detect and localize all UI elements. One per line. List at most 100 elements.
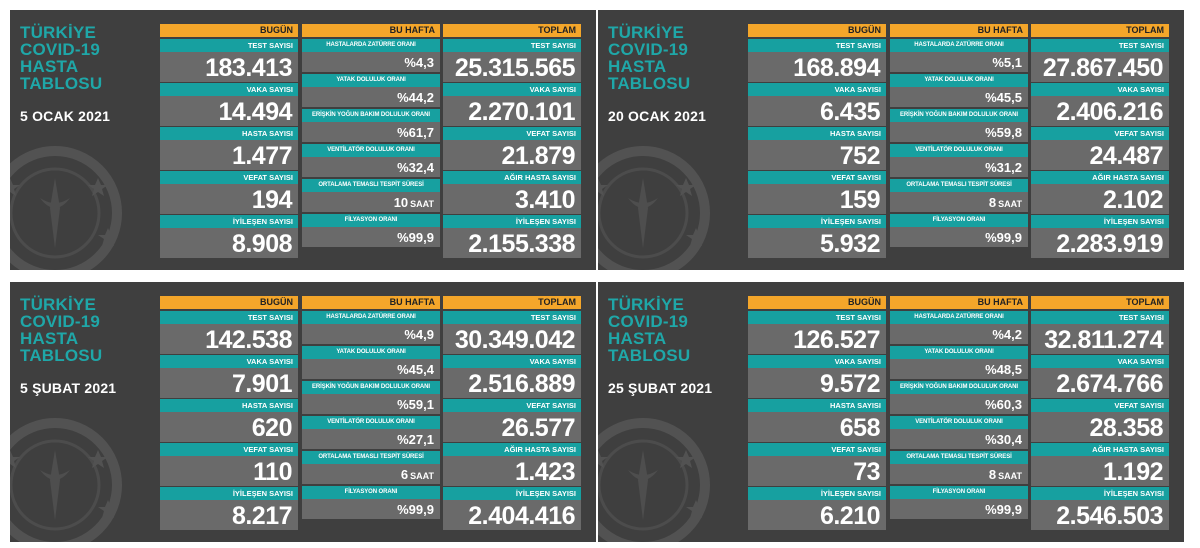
covid-table-panel: TÜRKİYE COVID-19 HASTA TABLOSU 5 OCAK 20… xyxy=(10,10,596,270)
agir-hasta-total-value: 1.192 xyxy=(1031,456,1169,486)
title-line: HASTA xyxy=(608,329,667,348)
temasli-label: ORTALAMA TEMASLI TESPİT SÜRESİ xyxy=(890,451,1028,464)
temasli-number: 8 xyxy=(988,467,997,482)
column-header-today: BUGÜN xyxy=(748,24,886,37)
zaturre-value: %4,3 xyxy=(302,52,440,72)
hasta-today-value: 658 xyxy=(748,412,886,442)
temasli-number: 8 xyxy=(988,195,997,210)
test-total-value: 30.349.042 xyxy=(443,324,581,354)
iyilesen-total-value: 2.404.416 xyxy=(443,500,581,530)
yatak-value: %45,5 xyxy=(890,87,1028,107)
column-total: TOPLAM TEST SAYISI 27.867.450 VAKA SAYIS… xyxy=(1031,24,1169,258)
title-line: TABLOSU xyxy=(20,74,103,93)
zaturre-label: HASTALARDA ZATÜRRE ORANI xyxy=(302,39,440,52)
yatak-value: %48,5 xyxy=(890,359,1028,379)
agir-hasta-total-value: 2.102 xyxy=(1031,184,1169,214)
iyilesen-label: İYİLEŞEN SAYISI xyxy=(748,487,886,500)
ventilator-value: %30,4 xyxy=(890,429,1028,449)
hasta-label: HASTA SAYISI xyxy=(160,399,298,412)
ventilator-label: VENTİLATÖR DOLULUK ORANI xyxy=(302,416,440,429)
iyilesen-label: İYİLEŞEN SAYISI xyxy=(1031,215,1169,228)
test-label: TEST SAYISI xyxy=(748,39,886,52)
column-today: BUGÜN TEST SAYISI 183.413 VAKA SAYISI 14… xyxy=(160,24,298,258)
vefat-label: VEFAT SAYISI xyxy=(1031,127,1169,140)
vaka-today-value: 6.435 xyxy=(748,96,886,126)
zaturre-value: %4,2 xyxy=(890,324,1028,344)
hasta-today-value: 752 xyxy=(748,140,886,170)
vefat-total-value: 28.358 xyxy=(1031,412,1169,442)
filyasyon-label: FİLYASYON ORANI xyxy=(890,486,1028,499)
test-total-value: 25.315.565 xyxy=(443,52,581,82)
ventilator-label: VENTİLATÖR DOLULUK ORANI xyxy=(890,144,1028,157)
column-header-week: BU HAFTA xyxy=(302,24,440,37)
vefat-today-value: 110 xyxy=(160,456,298,486)
column-total: TOPLAM TEST SAYISI 30.349.042 VAKA SAYIS… xyxy=(443,296,581,530)
column-header-week: BU HAFTA xyxy=(890,296,1028,309)
vefat-label: VEFAT SAYISI xyxy=(443,399,581,412)
column-week: BU HAFTA HASTALARDA ZATÜRRE ORANI %4,9 Y… xyxy=(302,296,440,519)
iyilesen-today-value: 5.932 xyxy=(748,228,886,258)
report-date: 5 OCAK 2021 xyxy=(20,108,111,124)
title-line: COVID-19 xyxy=(20,312,101,331)
column-total: TOPLAM TEST SAYISI 32.811.274 VAKA SAYIS… xyxy=(1031,296,1169,530)
hasta-today-value: 620 xyxy=(160,412,298,442)
ventilator-value: %32,4 xyxy=(302,157,440,177)
column-header-today: BUGÜN xyxy=(160,24,298,37)
vefat-label: VEFAT SAYISI xyxy=(748,171,886,184)
column-header-total: TOPLAM xyxy=(443,296,581,309)
title-line: TABLOSU xyxy=(20,346,103,365)
column-week: BU HAFTA HASTALARDA ZATÜRRE ORANI %4,2 Y… xyxy=(890,296,1028,519)
test-today-value: 168.894 xyxy=(748,52,886,82)
covid-table-panel: TÜRKİYE COVID-19 HASTA TABLOSU 20 OCAK 2… xyxy=(598,10,1184,270)
panel-title: TÜRKİYE COVID-19 HASTA TABLOSU xyxy=(608,296,690,364)
iyilesen-today-value: 8.908 xyxy=(160,228,298,258)
iyilesen-label: İYİLEŞEN SAYISI xyxy=(160,487,298,500)
panel-title: TÜRKİYE COVID-19 HASTA TABLOSU xyxy=(20,296,102,364)
vefat-label: VEFAT SAYISI xyxy=(748,443,886,456)
vefat-today-value: 73 xyxy=(748,456,886,486)
column-today: BUGÜN TEST SAYISI 168.894 VAKA SAYISI 6.… xyxy=(748,24,886,258)
yatak-value: %44,2 xyxy=(302,87,440,107)
yatak-label: YATAK DOLULUK ORANI xyxy=(890,74,1028,87)
vaka-total-value: 2.406.216 xyxy=(1031,96,1169,126)
column-total: TOPLAM TEST SAYISI 25.315.565 VAKA SAYIS… xyxy=(443,24,581,258)
test-label: TEST SAYISI xyxy=(443,311,581,324)
yogun-bakim-label: ERİŞKİN YOĞUN BAKIM DOLULUK ORANI xyxy=(890,381,1028,394)
agir-hasta-label: AĞIR HASTA SAYISI xyxy=(443,171,581,184)
filyasyon-value: %99,9 xyxy=(302,499,440,519)
vaka-label: VAKA SAYISI xyxy=(443,355,581,368)
title-line: COVID-19 xyxy=(608,312,689,331)
test-total-value: 32.811.274 xyxy=(1031,324,1169,354)
title-line: TÜRKİYE xyxy=(20,23,97,42)
temasli-label: ORTALAMA TEMASLI TESPİT SÜRESİ xyxy=(890,179,1028,192)
test-label: TEST SAYISI xyxy=(1031,311,1169,324)
yogun-bakim-label: ERİŞKİN YOĞUN BAKIM DOLULUK ORANI xyxy=(890,109,1028,122)
test-label: TEST SAYISI xyxy=(748,311,886,324)
title-line: HASTA xyxy=(20,57,79,76)
test-today-value: 126.527 xyxy=(748,324,886,354)
yatak-label: YATAK DOLULUK ORANI xyxy=(890,346,1028,359)
hasta-today-value: 1.477 xyxy=(160,140,298,170)
vaka-label: VAKA SAYISI xyxy=(1031,355,1169,368)
yogun-bakim-value: %61,7 xyxy=(302,122,440,142)
yogun-bakim-label: ERİŞKİN YOĞUN BAKIM DOLULUK ORANI xyxy=(302,381,440,394)
ministry-emblem-watermark-icon xyxy=(10,146,122,270)
vefat-total-value: 21.879 xyxy=(443,140,581,170)
vaka-label: VAKA SAYISI xyxy=(443,83,581,96)
column-header-total: TOPLAM xyxy=(1031,24,1169,37)
vefat-total-value: 24.487 xyxy=(1031,140,1169,170)
filyasyon-label: FİLYASYON ORANI xyxy=(890,214,1028,227)
temasli-unit: SAAT xyxy=(410,471,434,481)
ventilator-label: VENTİLATÖR DOLULUK ORANI xyxy=(890,416,1028,429)
hasta-label: HASTA SAYISI xyxy=(748,127,886,140)
vaka-label: VAKA SAYISI xyxy=(748,83,886,96)
yatak-label: YATAK DOLULUK ORANI xyxy=(302,74,440,87)
temasli-label: ORTALAMA TEMASLI TESPİT SÜRESİ xyxy=(302,451,440,464)
yatak-label: YATAK DOLULUK ORANI xyxy=(302,346,440,359)
test-label: TEST SAYISI xyxy=(443,39,581,52)
column-header-today: BUGÜN xyxy=(748,296,886,309)
test-label: TEST SAYISI xyxy=(1031,39,1169,52)
agir-hasta-label: AĞIR HASTA SAYISI xyxy=(443,443,581,456)
title-line: TABLOSU xyxy=(608,346,691,365)
report-date: 5 ŞUBAT 2021 xyxy=(20,380,117,396)
